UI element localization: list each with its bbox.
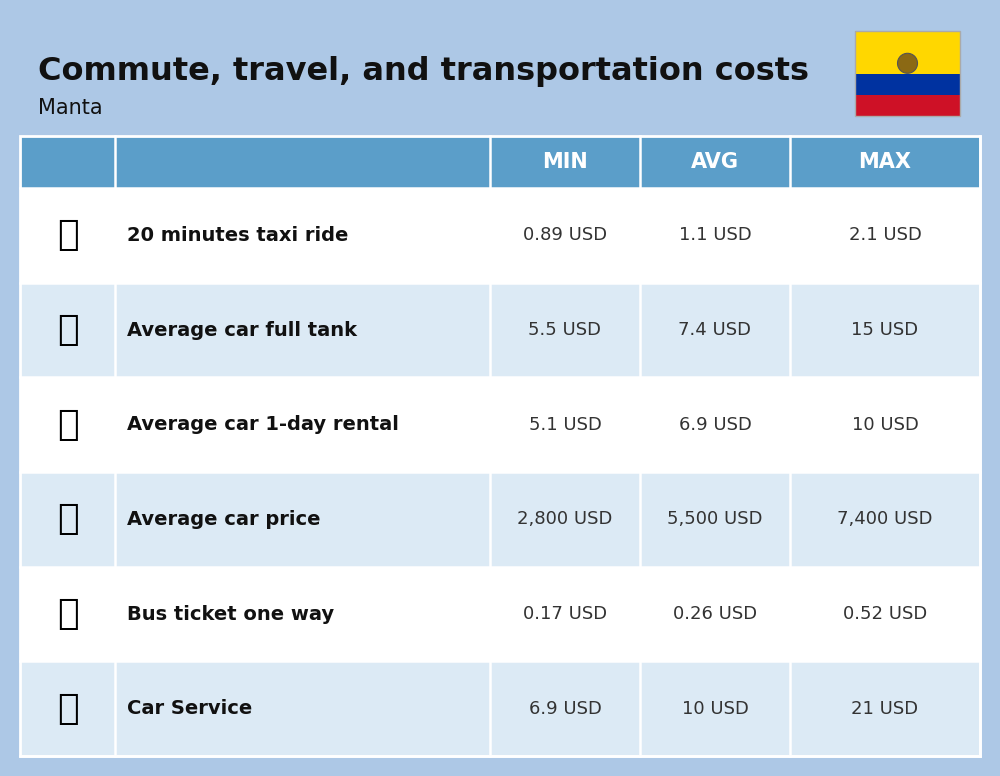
Bar bbox=[20, 472, 980, 566]
Bar bbox=[20, 136, 980, 188]
Text: MIN: MIN bbox=[542, 152, 588, 172]
Circle shape bbox=[898, 54, 918, 73]
Bar bbox=[20, 377, 980, 472]
Text: 7.4 USD: 7.4 USD bbox=[678, 321, 752, 339]
Bar bbox=[855, 74, 960, 95]
Text: 🚕: 🚕 bbox=[57, 218, 78, 252]
Text: 6.9 USD: 6.9 USD bbox=[529, 700, 601, 718]
Bar bbox=[855, 31, 960, 74]
Bar bbox=[20, 136, 980, 756]
Text: 10 USD: 10 USD bbox=[852, 416, 918, 434]
Text: Commute, travel, and transportation costs: Commute, travel, and transportation cost… bbox=[38, 56, 809, 87]
Text: 5.5 USD: 5.5 USD bbox=[528, 321, 602, 339]
Text: Car Service: Car Service bbox=[127, 699, 252, 718]
Text: 21 USD: 21 USD bbox=[851, 700, 919, 718]
Text: 🚗: 🚗 bbox=[57, 407, 78, 442]
Text: Bus ticket one way: Bus ticket one way bbox=[127, 605, 334, 623]
Text: MAX: MAX bbox=[858, 152, 912, 172]
Text: Average car full tank: Average car full tank bbox=[127, 320, 357, 340]
Text: 10 USD: 10 USD bbox=[682, 700, 748, 718]
Text: AVG: AVG bbox=[691, 152, 739, 172]
Bar bbox=[20, 566, 980, 661]
Text: Average car 1-day rental: Average car 1-day rental bbox=[127, 415, 399, 434]
Text: 7,400 USD: 7,400 USD bbox=[837, 511, 933, 528]
Text: 0.89 USD: 0.89 USD bbox=[523, 227, 607, 244]
Text: 2.1 USD: 2.1 USD bbox=[849, 227, 921, 244]
Text: 0.26 USD: 0.26 USD bbox=[673, 605, 757, 623]
Bar bbox=[20, 282, 980, 377]
Text: 5,500 USD: 5,500 USD bbox=[667, 511, 763, 528]
Bar bbox=[855, 95, 960, 116]
Text: 🚌: 🚌 bbox=[57, 597, 78, 631]
Text: 15 USD: 15 USD bbox=[851, 321, 919, 339]
Bar bbox=[20, 188, 980, 282]
Text: Manta: Manta bbox=[38, 98, 103, 118]
Text: 1.1 USD: 1.1 USD bbox=[679, 227, 751, 244]
Bar bbox=[855, 31, 960, 116]
Text: 🔧: 🔧 bbox=[57, 691, 78, 726]
Text: 20 minutes taxi ride: 20 minutes taxi ride bbox=[127, 226, 348, 245]
Text: 🚘: 🚘 bbox=[57, 502, 78, 536]
Text: 0.52 USD: 0.52 USD bbox=[843, 605, 927, 623]
Text: 0.17 USD: 0.17 USD bbox=[523, 605, 607, 623]
Text: 5.1 USD: 5.1 USD bbox=[529, 416, 601, 434]
Text: Average car price: Average car price bbox=[127, 510, 320, 528]
Bar bbox=[20, 661, 980, 756]
Text: 6.9 USD: 6.9 USD bbox=[679, 416, 751, 434]
Text: 2,800 USD: 2,800 USD bbox=[517, 511, 613, 528]
Text: ⛽: ⛽ bbox=[57, 313, 78, 347]
